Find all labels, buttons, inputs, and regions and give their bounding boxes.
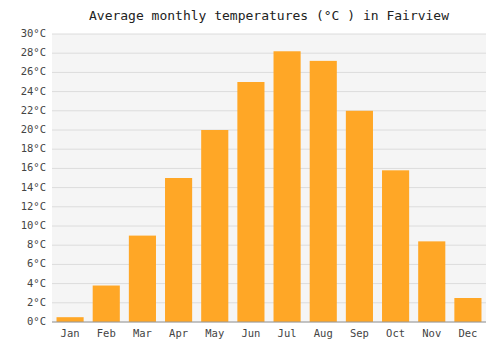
- y-tick-label: 22°C: [21, 104, 46, 116]
- chart: 0°C 2°C 4°C 6°C 8°C 10°C 12°C 14°C 16°C 18°C 20°C 2…: [0, 0, 500, 350]
- x-tick-label: Jul: [278, 327, 297, 339]
- y-tick-label: 14°C: [21, 181, 46, 193]
- bar: [129, 236, 156, 322]
- y-tick-label: 10°C: [21, 219, 46, 231]
- x-tick-label: Jan: [61, 327, 80, 339]
- x-tick-labels: Jan Feb Mar Apr May Jun Jul Aug Sep Oct Nov Dec: [61, 327, 478, 339]
- x-tick-label: Oct: [386, 327, 405, 339]
- x-axis-line: [52, 322, 486, 323]
- grid-line: [52, 149, 486, 150]
- y-tick-label: 6°C: [27, 257, 46, 269]
- bar: [382, 170, 409, 322]
- y-tick-label: 24°C: [21, 85, 46, 97]
- y-tick-label: 30°C: [21, 27, 46, 39]
- bar: [310, 61, 337, 322]
- x-tick-label: Apr: [169, 327, 188, 339]
- grid-line: [52, 53, 486, 54]
- y-tick-label: 20°C: [21, 123, 46, 135]
- y-tick-label: 0°C: [27, 315, 46, 327]
- grid-line: [52, 187, 486, 188]
- grid-line: [52, 168, 486, 169]
- y-tick-labels: 0°C 2°C 4°C 6°C 8°C 10°C 12°C 14°C 16°C 18°C 20°C 2…: [21, 27, 46, 327]
- bars: [57, 51, 482, 322]
- y-tick-label: 28°C: [21, 46, 46, 58]
- y-tick-label: 12°C: [21, 200, 46, 212]
- x-tick-label: Mar: [133, 327, 152, 339]
- grid-line: [52, 206, 486, 207]
- y-tick-label: 2°C: [27, 296, 46, 308]
- grid-line: [52, 130, 486, 131]
- y-grid: [52, 34, 486, 322]
- bar: [418, 241, 445, 322]
- x-tick-label: Sep: [350, 327, 369, 339]
- grid-line: [52, 226, 486, 227]
- grid-line: [52, 91, 486, 92]
- bar: [57, 317, 84, 322]
- x-tick-label: Nov: [422, 327, 441, 339]
- y-tick-label: 18°C: [21, 142, 46, 154]
- y-tick-label: 4°C: [27, 277, 46, 289]
- x-tick-label: Aug: [314, 327, 333, 339]
- grid-line: [52, 34, 486, 35]
- bar: [165, 178, 192, 322]
- grid-line: [52, 72, 486, 73]
- bar: [346, 111, 373, 322]
- bar: [454, 298, 481, 322]
- y-tick-label: 16°C: [21, 161, 46, 173]
- bar: [93, 286, 120, 322]
- x-tick-label: Jun: [241, 327, 260, 339]
- grid-line: [52, 322, 486, 323]
- y-tick-label: 26°C: [21, 65, 46, 77]
- x-tick-label: Dec: [458, 327, 477, 339]
- plot-background: [52, 34, 486, 322]
- y-tick-label: 8°C: [27, 238, 46, 250]
- bar: [237, 82, 264, 322]
- title: Average monthly temperatures (°C ) in Fa…: [89, 8, 449, 23]
- grid-line: [52, 110, 486, 111]
- x-tick-label: May: [205, 327, 224, 339]
- x-tick-label: Feb: [97, 327, 116, 339]
- bar: [201, 130, 228, 322]
- bar: [274, 51, 301, 322]
